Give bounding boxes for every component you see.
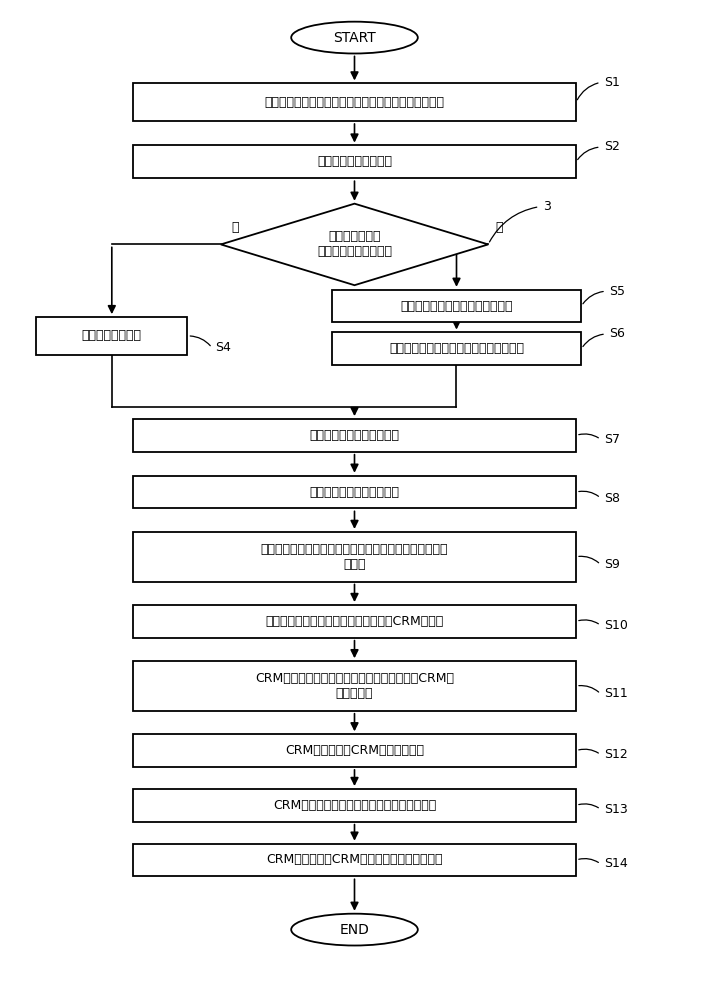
Text: S8: S8 [604,492,620,505]
Text: CRM服务器接收到来自一用户终端的调用指令: CRM服务器接收到来自一用户终端的调用指令 [273,799,436,812]
Text: 是: 是 [495,221,503,234]
Text: S11: S11 [604,687,628,700]
Text: 大数据服务器发送行车事故佐证材料至CRM服务器: 大数据服务器发送行车事故佐证材料至CRM服务器 [265,615,444,628]
Text: S7: S7 [604,433,620,446]
Text: 车载终端锁定事故前后的行车数据: 车载终端锁定事故前后的行车数据 [401,300,513,313]
Text: 大数据服务器筛选、分析行车数据，生成行车事故数据佐
证材料: 大数据服务器筛选、分析行车数据，生成行车事故数据佐 证材料 [261,543,448,571]
Text: 大数据服务器获取行车数据: 大数据服务器获取行车数据 [310,429,399,442]
FancyBboxPatch shape [133,789,576,822]
FancyBboxPatch shape [133,83,576,121]
FancyBboxPatch shape [332,332,581,365]
FancyBboxPatch shape [133,661,576,711]
Text: CRM服务器传送CRM行车数据至所述用户终端: CRM服务器传送CRM行车数据至所述用户终端 [267,853,442,866]
Text: CRM服务器将锁定的行车事故佐证材料转化为CRM行
车事故数据: CRM服务器将锁定的行车事故佐证材料转化为CRM行 车事故数据 [255,672,454,700]
Text: CRM服务器存储CRM行车事故数据: CRM服务器存储CRM行车事故数据 [285,744,424,757]
Text: S13: S13 [604,803,628,816]
Text: S14: S14 [604,857,628,870]
FancyBboxPatch shape [133,532,576,582]
Text: END: END [340,923,369,937]
FancyBboxPatch shape [133,419,576,452]
Text: 否: 否 [231,221,239,234]
Text: S5: S5 [610,285,625,298]
FancyBboxPatch shape [133,476,576,508]
Text: S9: S9 [604,558,620,571]
Text: S4: S4 [216,341,231,354]
FancyBboxPatch shape [332,290,581,322]
Text: S12: S12 [604,748,628,761]
FancyBboxPatch shape [133,844,576,876]
Text: S10: S10 [604,619,628,632]
Text: 大数据服务器存储行车数据: 大数据服务器存储行车数据 [310,486,399,499]
Text: START: START [333,31,376,45]
Ellipse shape [291,914,418,946]
Text: 3: 3 [543,200,551,213]
Polygon shape [220,204,489,285]
FancyBboxPatch shape [133,605,576,638]
Text: 车载终端采集一机动车在行驶状态下的至少一行车数据: 车载终端采集一机动车在行驶状态下的至少一行车数据 [264,96,445,109]
Text: S1: S1 [604,76,620,89]
Text: 判断行车数据中
是否存在行车事故数据: 判断行车数据中 是否存在行车事故数据 [317,230,392,258]
FancyBboxPatch shape [133,734,576,767]
Text: 显示行车状况正常: 显示行车状况正常 [82,329,142,342]
FancyBboxPatch shape [133,145,576,178]
Text: 传送被锁定的行车数据至一大数据服务器: 传送被锁定的行车数据至一大数据服务器 [389,342,524,355]
FancyBboxPatch shape [36,317,187,355]
Text: S2: S2 [604,140,620,153]
Text: 车载终端存储行车数据: 车载终端存储行车数据 [317,155,392,168]
Ellipse shape [291,22,418,53]
Text: S6: S6 [610,327,625,340]
